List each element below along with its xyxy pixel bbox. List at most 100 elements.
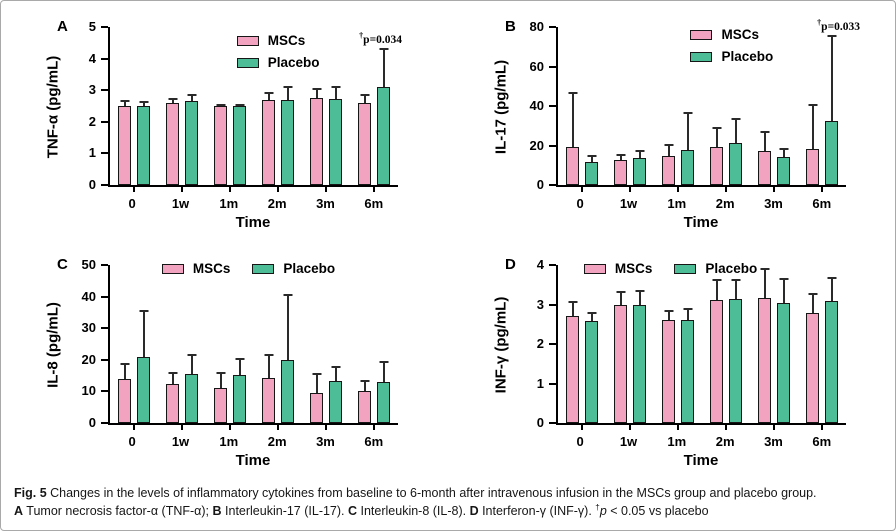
error-bar-cap (827, 276, 836, 279)
y-tick-label: 1 (536, 375, 544, 391)
bar-wrap (358, 94, 371, 185)
bar-wrap (214, 104, 227, 185)
y-tick-mark (549, 26, 556, 28)
error-bar-cap (379, 47, 388, 50)
bar-wrap (825, 276, 838, 423)
y-tick-mark (101, 422, 108, 424)
error-bar-cap (264, 353, 273, 356)
error-bar-cap (616, 290, 625, 293)
panel-b-y-axis-title: IL-17 (pg/mL) (492, 59, 510, 155)
panel-d-ylabel-wrap: INF-γ (pg/mL) (488, 265, 514, 425)
error-bar (216, 104, 225, 107)
bar-placebo-3m (777, 303, 790, 423)
error-bar (331, 86, 340, 99)
panel-a-y-axis: 0 1 2 3 4 5 (66, 19, 108, 192)
error-bar (635, 289, 644, 306)
bar-mscs-1w (166, 383, 179, 423)
error-bar-cap (283, 86, 292, 89)
x-tick-mark (725, 425, 727, 430)
error-bar (827, 276, 836, 301)
error-bar-cap (283, 293, 292, 296)
error-bar (120, 100, 129, 106)
legend-item-mscs: MSCs (583, 261, 652, 276)
mscs-color-swatch (583, 263, 606, 274)
error-bar (683, 307, 692, 320)
x-tick-mark (821, 187, 823, 192)
bar-mscs-0 (118, 106, 131, 185)
error-bar-cap (312, 87, 321, 90)
bar-wrap (681, 111, 694, 185)
legend-item-mscs: MSCs (236, 33, 320, 48)
bar-wrap (281, 293, 294, 423)
error-bar-cap (616, 154, 625, 157)
bar-placebo-3m (329, 380, 342, 423)
panel-a-ylabel-wrap: TNF-α (pg/mL) (40, 27, 66, 187)
x-tick-label-3m: 3m (316, 434, 335, 449)
panel-a: A TNF-α (pg/mL) 0 1 2 3 4 5 MSCs Placebo (1, 1, 449, 239)
error-bar (216, 372, 225, 388)
bar-group-6m (798, 35, 846, 192)
x-tick-mark (629, 187, 631, 192)
bar-wrap (662, 143, 675, 185)
panel-b-plot-column: MSCs Placebo †p=0.033 0 1w 1m 2m 3m 6m Time (556, 18, 860, 231)
error-bar (312, 373, 321, 393)
error-bar-cap (139, 101, 148, 104)
bar-group-3m (302, 365, 350, 430)
significance-annotation-b: †p=0.033 (817, 18, 860, 33)
y-tick-mark (549, 382, 556, 385)
caption-a-text: Tumor necrosis factor-α (TNF-α); (23, 504, 213, 519)
x-tick-label-0: 0 (128, 434, 136, 449)
bar-wrap (233, 104, 246, 185)
bar-placebo-6m (825, 300, 838, 423)
bar-wrap (262, 92, 275, 185)
x-tick-mark (821, 425, 823, 430)
y-tick-label: 10 (81, 383, 96, 399)
error-bar-cap (664, 143, 673, 146)
bar-wrap (377, 47, 390, 185)
bar-wrap (166, 98, 179, 185)
bar-group-0 (558, 92, 606, 192)
y-tick-mark (549, 264, 556, 266)
y-tick-label: 5 (88, 19, 96, 34)
panel-b-y-axis: 0 20 40 60 80 (514, 19, 556, 192)
bar-wrap (166, 372, 179, 423)
error-bar-cap (587, 155, 596, 157)
caption-text-1: Changes in the levels of inflammatory cy… (46, 486, 817, 500)
y-tick-mark (101, 295, 108, 298)
bar-placebo-6m (377, 87, 390, 185)
bar-group-1m (654, 307, 702, 430)
panel-b-letter: B (505, 18, 516, 35)
bar-mscs-2m (262, 99, 275, 185)
y-tick-mark (549, 65, 556, 68)
x-tick-label-0: 0 (128, 196, 136, 211)
error-bar (139, 101, 148, 106)
caption-dagger: † (595, 503, 600, 513)
bar-wrap (585, 311, 598, 423)
panel-c-plot-area: MSCs Placebo (108, 261, 398, 430)
bar-placebo-6m (825, 120, 838, 185)
panel-a-bar-groups (110, 27, 398, 192)
panel-a-y-axis-title: TNF-α (pg/mL) (44, 55, 62, 159)
y-tick-label: 1 (88, 145, 96, 161)
bar-wrap (806, 103, 819, 185)
bar-mscs-0 (566, 146, 579, 185)
bar-wrap (729, 278, 742, 423)
error-bar-cap (827, 35, 836, 38)
error-bar-cap (664, 309, 673, 312)
error-bar-cap (312, 373, 321, 376)
error-bar-cap (216, 372, 225, 375)
bar-mscs-0 (566, 316, 579, 423)
y-tick-label: 20 (81, 351, 96, 367)
bar-placebo-0 (137, 356, 150, 423)
x-tick-label-2m: 2m (267, 196, 287, 211)
bar-wrap (710, 278, 723, 423)
x-tick-label-0: 0 (576, 196, 584, 211)
error-bar (664, 309, 673, 320)
bar-placebo-6m (377, 381, 390, 423)
panel-c-plot-column: MSCs Placebo 0 1w 1m 2m 3m 6m Time (108, 261, 398, 469)
bar-wrap (681, 307, 694, 423)
error-bar (587, 311, 596, 322)
panel-d-x-axis-title: Time (683, 452, 719, 469)
y-tick-mark (101, 184, 108, 186)
caption-line-2: A Tumor necrosis factor-α (TNF-α); B Int… (14, 502, 882, 520)
